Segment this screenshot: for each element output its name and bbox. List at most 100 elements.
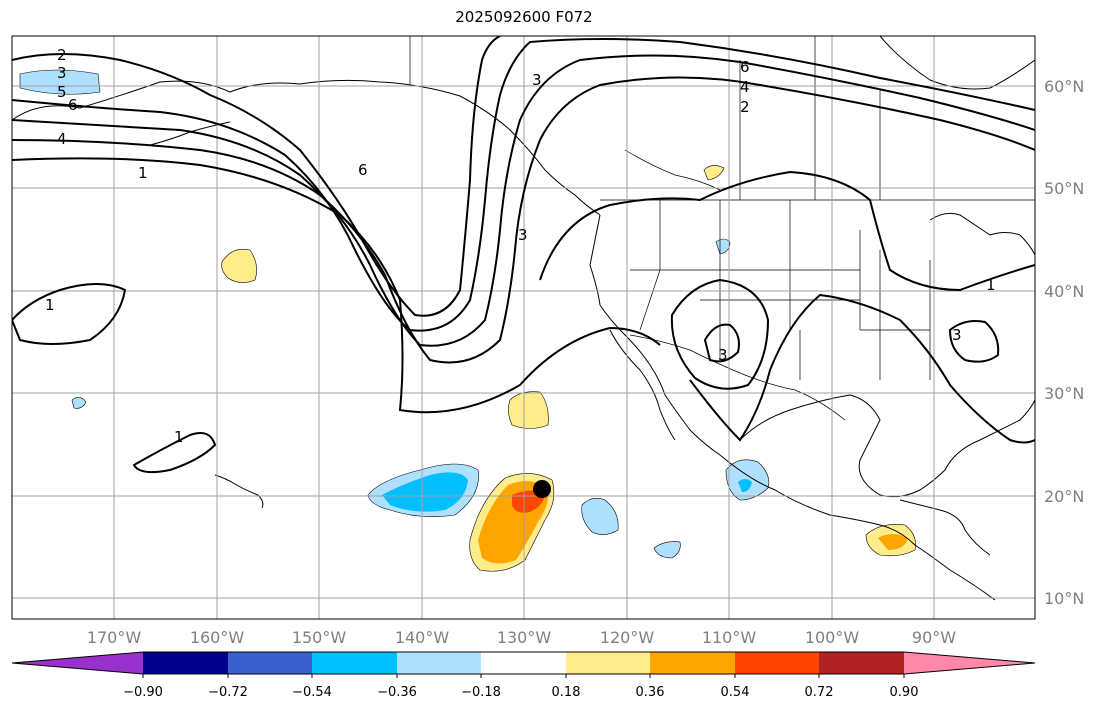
coast-hawaii (214, 474, 264, 509)
coast-yucatan (899, 499, 991, 556)
coast-baja (609, 329, 676, 441)
contour-east-closed (948, 320, 1000, 363)
contour-label: 2 (57, 46, 67, 64)
shade-neg-idaho (715, 238, 731, 255)
contour-label: 3 (952, 326, 962, 344)
contour-label: 3 (57, 64, 67, 82)
contour-label: 1 (986, 276, 996, 294)
longitude-labels: 170°W 160°W 150°W 140°W 130°W 120°W 110°… (87, 628, 956, 647)
colorbar-label: −0.36 (377, 685, 417, 700)
lon-label: 160°W (190, 628, 245, 647)
colorbar-segment (312, 652, 397, 674)
colorbar-label: 0.36 (636, 685, 665, 700)
contour-northwest-2 (12, 76, 1035, 364)
colorbar-tick-labels: −0.90 −0.72 −0.54 −0.36 −0.18 0.18 0.36 … (123, 685, 918, 700)
contour-closed-west (12, 283, 127, 345)
contour-closed-southwest-inner (703, 323, 740, 363)
colorbar-label: −0.54 (292, 685, 332, 700)
colorbar-label: −0.18 (461, 685, 501, 700)
contour-closed-southwest (670, 278, 770, 390)
contour-label: 3 (518, 226, 528, 244)
contour-label: 1 (174, 428, 184, 446)
shade-neg-central-pacific-inner (382, 472, 468, 512)
lat-label: 60°N (1044, 77, 1084, 96)
colorbar-label: 0.90 (890, 685, 919, 700)
shade-pos-mid-pacific (508, 391, 549, 429)
contour-label: 6 (740, 58, 750, 76)
shade-pos-hawaii-north (221, 248, 257, 283)
coast-west-us (589, 214, 721, 456)
shaded-anomalies (19, 69, 916, 572)
lon-label: 130°W (497, 628, 552, 647)
lon-label: 100°W (805, 628, 860, 647)
lon-label: 140°W (395, 628, 450, 647)
colorbar-label: 0.54 (721, 685, 750, 700)
latitude-labels: 60°N 50°N 40°N 30°N 20°N 10°N (1044, 77, 1084, 608)
colorbar-segments (11, 651, 1036, 675)
lat-label: 10°N (1044, 589, 1084, 608)
lon-label: 90°W (912, 628, 956, 647)
colorbar-segment (228, 652, 312, 674)
border-us-mexico (629, 334, 846, 421)
contour-east-1 (539, 170, 1035, 292)
colorbar-label: −0.90 (123, 685, 163, 700)
coast-great-lakes (929, 212, 1035, 256)
contour-label: 4 (57, 130, 67, 148)
border-canada-provinces (624, 36, 881, 200)
colorbar-ticks (142, 674, 905, 678)
shade-neg-northwest (19, 69, 101, 95)
contour-label: 5 (57, 83, 67, 101)
colorbar-segment (566, 652, 650, 674)
contour-label: 6 (358, 161, 368, 179)
shade-neg-small1 (653, 541, 681, 559)
shade-neg-baja (581, 498, 619, 535)
contour-label: 3 (718, 346, 728, 364)
colorbar-segment (819, 652, 904, 674)
contour-east-2 (689, 293, 1035, 444)
contour-label: 2 (740, 98, 750, 116)
map-title: 2025092600 F072 (455, 8, 593, 26)
contour-label: 4 (740, 78, 750, 96)
contour-northwest-3 (12, 54, 1035, 347)
lon-label: 150°W (292, 628, 347, 647)
colorbar-segment (481, 652, 566, 674)
contour-label: 3 (532, 71, 542, 89)
lat-label: 40°N (1044, 282, 1084, 301)
contour-label: 1 (138, 164, 148, 182)
coast-mexico (719, 454, 996, 601)
coast-hudson (879, 36, 1035, 90)
lat-label: 20°N (1044, 487, 1084, 506)
colorbar-label: 0.72 (805, 685, 834, 700)
lat-label: 30°N (1044, 384, 1084, 403)
contour-label-group: 2 3 5 6 4 1 6 3 6 4 2 1 1 1 3 3 3 (45, 46, 996, 446)
lon-label: 170°W (87, 628, 142, 647)
coast-alaska (12, 79, 601, 216)
colorbar-segment (143, 652, 228, 674)
borders (409, 36, 1035, 421)
lat-label: 50°N (1044, 179, 1084, 198)
map-frame (11, 35, 1036, 620)
shade-neg-tiny (71, 397, 87, 409)
colorbar-segment (735, 652, 819, 674)
colorbar: −0.90 −0.72 −0.54 −0.36 −0.18 0.18 0.36 … (11, 651, 1036, 700)
lon-label: 110°W (702, 628, 757, 647)
colorbar-extend-high (904, 652, 1035, 674)
colorbar-label: 0.18 (552, 685, 581, 700)
lon-label: 120°W (600, 628, 655, 647)
border-states (630, 200, 931, 380)
colorbar-segment (650, 652, 735, 674)
map-area: 2 3 5 6 4 1 6 3 6 4 2 1 1 1 3 3 3 (12, 36, 1035, 619)
shade-pos-central-america-inner (878, 534, 908, 550)
contour-label: 1 (45, 296, 55, 314)
shade-neg-mexico-inner (738, 479, 752, 492)
colorbar-extend-low (12, 652, 143, 674)
storm-center-marker (533, 480, 551, 498)
colorbar-segment (397, 652, 481, 674)
contour-lines (12, 36, 1035, 474)
contour-closed-hawaii (132, 432, 217, 474)
contour-label: 6 (68, 96, 78, 114)
shade-pos-canada (703, 165, 725, 181)
contour-northwest-4 (12, 38, 1035, 332)
contour-northwest-5 (12, 36, 501, 317)
